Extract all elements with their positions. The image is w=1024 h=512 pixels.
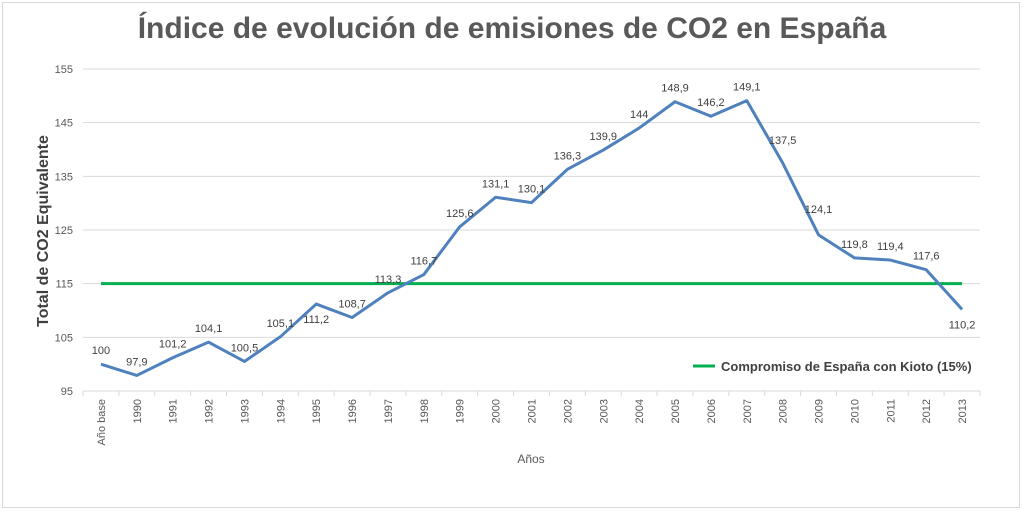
series-lines	[100, 99, 964, 377]
x-tick-label: 2009	[814, 399, 826, 423]
data-label: 125,6	[446, 208, 474, 220]
data-label: 97,9	[126, 356, 147, 368]
gridlines	[83, 68, 980, 392]
y-tick-label: 145	[55, 118, 73, 130]
data-label: 136,3	[554, 150, 582, 162]
data-label: 146,2	[697, 97, 725, 109]
x-tick-label: 2005	[670, 399, 682, 423]
data-label: 116,7	[411, 256, 438, 268]
x-tick-label: 1996	[347, 399, 359, 423]
y-axis-label: Total de CO2 Equivalente	[35, 135, 52, 327]
x-tick-label: 1990	[132, 399, 144, 423]
data-label: 104,1	[195, 323, 223, 335]
y-tick-label: 95	[61, 386, 73, 398]
emissions-series-line	[100, 99, 964, 377]
data-label: 105,1	[267, 318, 295, 330]
y-tick-label: 115	[55, 279, 73, 291]
x-tick-label: 2011	[885, 399, 897, 423]
data-label: 137,5	[769, 135, 797, 147]
data-label: 111,2	[303, 314, 329, 326]
data-label: 108,7	[338, 298, 366, 310]
x-tick-label: 1997	[383, 399, 395, 423]
x-tick-label: 1998	[419, 399, 431, 423]
data-label: 144	[630, 109, 648, 121]
x-tick-label: 2000	[491, 399, 503, 423]
x-tick-label: 1999	[455, 399, 467, 423]
data-label: 131,1	[482, 178, 510, 190]
data-labels: 100 97,9 101,2 104,1 100,5 105,1 111,2 108,7 113…	[92, 82, 976, 369]
data-label: 149,1	[733, 82, 761, 94]
x-tick-label: 2003	[598, 399, 610, 423]
data-label: 130,1	[518, 184, 546, 196]
x-tick-label: 2012	[921, 399, 933, 423]
data-label: 119,4	[877, 241, 904, 253]
data-label: 101,2	[159, 339, 187, 351]
data-label: 113,3	[375, 274, 402, 286]
x-axis-label: Años	[517, 452, 544, 466]
data-label: 110,2	[949, 319, 976, 331]
data-label: 119,8	[841, 239, 868, 251]
y-tick-label: 105	[55, 332, 73, 344]
x-tick-label: 2004	[634, 399, 646, 423]
x-tick-label: 1994	[275, 399, 287, 423]
data-label: 124,1	[805, 204, 833, 216]
x-tick-label: 2013	[957, 399, 969, 423]
data-label: 148,9	[661, 83, 689, 95]
legend-label: Compromiso de España con Kioto (15%)	[721, 359, 972, 374]
x-tick-label: 1995	[311, 399, 323, 423]
data-label: 100,5	[231, 342, 259, 354]
x-tick-label: 2002	[562, 399, 574, 423]
x-tick-label: Año base	[96, 399, 108, 445]
x-tick-label: 1992	[204, 399, 216, 423]
data-label: 117,6	[913, 251, 940, 263]
y-axis-ticks: 95 105 115 125 135 145 155	[55, 64, 73, 398]
x-tick-label: 2007	[742, 399, 754, 423]
x-tick-label: 2001	[527, 399, 539, 423]
x-tick-label: 2008	[778, 399, 790, 423]
data-label: 139,9	[589, 131, 617, 143]
y-tick-label: 125	[55, 225, 73, 237]
chart-title: Índice de evolución de emisiones de CO2 …	[137, 12, 887, 45]
x-tick-label: 1991	[168, 399, 180, 423]
x-tick-label: 2006	[706, 399, 718, 423]
legend: Compromiso de España con Kioto (15%)	[693, 359, 972, 374]
x-axis-ticks: Año base 1990 1991 1992 1993 1994 1995 1996 1997…	[82, 391, 981, 445]
y-tick-label: 155	[55, 64, 73, 76]
x-tick-label: 1993	[239, 399, 251, 423]
y-tick-label: 135	[55, 171, 73, 183]
data-label: 100	[92, 345, 110, 357]
x-tick-label: 2010	[849, 399, 861, 423]
